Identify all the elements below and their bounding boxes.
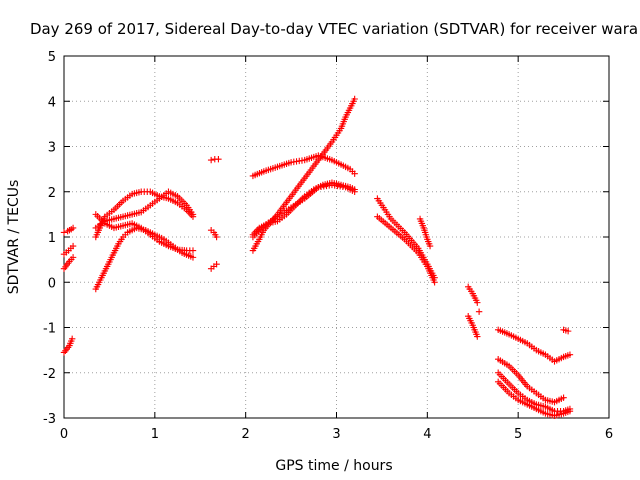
- x-tick-label: 0: [60, 427, 68, 442]
- data-point: [564, 327, 572, 335]
- data-points: [60, 95, 574, 419]
- data-point: [69, 242, 77, 250]
- data-point: [474, 299, 481, 306]
- y-tick-label: -2: [43, 367, 56, 382]
- x-axis-label: GPS time / hours: [275, 458, 392, 474]
- data-point: [189, 211, 197, 218]
- y-tick-label: -3: [43, 412, 56, 427]
- chart-title: Day 269 of 2017, Sidereal Day-to-day VTE…: [30, 20, 638, 38]
- data-point: [560, 394, 567, 401]
- data-point: [213, 260, 220, 268]
- data-point: [60, 229, 68, 236]
- data-point: [475, 308, 483, 315]
- data-point: [566, 408, 574, 415]
- x-tick-label: 3: [332, 427, 340, 442]
- data-point: [215, 155, 222, 163]
- y-tick-label: 1: [48, 231, 56, 246]
- data-point: [69, 254, 77, 261]
- data-point: [189, 254, 197, 261]
- data-point: [213, 233, 220, 241]
- x-tick-label: 4: [423, 427, 431, 442]
- data-point: [207, 156, 215, 164]
- data-point: [566, 351, 574, 358]
- x-tick-label: 1: [151, 427, 159, 442]
- axis-ticks: 0 1 2 3 4 5 6 -3 -2 -1 0 1 2 3 4 5: [43, 50, 613, 442]
- y-tick-label: -1: [43, 322, 56, 337]
- x-tick-label: 2: [242, 427, 250, 442]
- x-tick-label: 6: [605, 427, 613, 442]
- x-tick-label: 5: [514, 427, 522, 442]
- data-point: [351, 95, 358, 103]
- data-point: [426, 242, 434, 250]
- grid: [64, 56, 609, 418]
- data-point: [68, 335, 76, 343]
- y-tick-label: 0: [48, 276, 56, 291]
- y-tick-label: 2: [48, 186, 56, 201]
- y-axis-label: SDTVAR / TECUs: [6, 180, 22, 295]
- y-tick-label: 5: [48, 50, 56, 65]
- data-point: [351, 170, 358, 177]
- data-point: [474, 333, 481, 340]
- data-point: [351, 186, 358, 193]
- y-tick-label: 3: [48, 141, 56, 156]
- data-point: [189, 247, 197, 254]
- data-point: [69, 224, 77, 232]
- data-point: [431, 279, 438, 286]
- y-tick-label: 4: [48, 95, 56, 110]
